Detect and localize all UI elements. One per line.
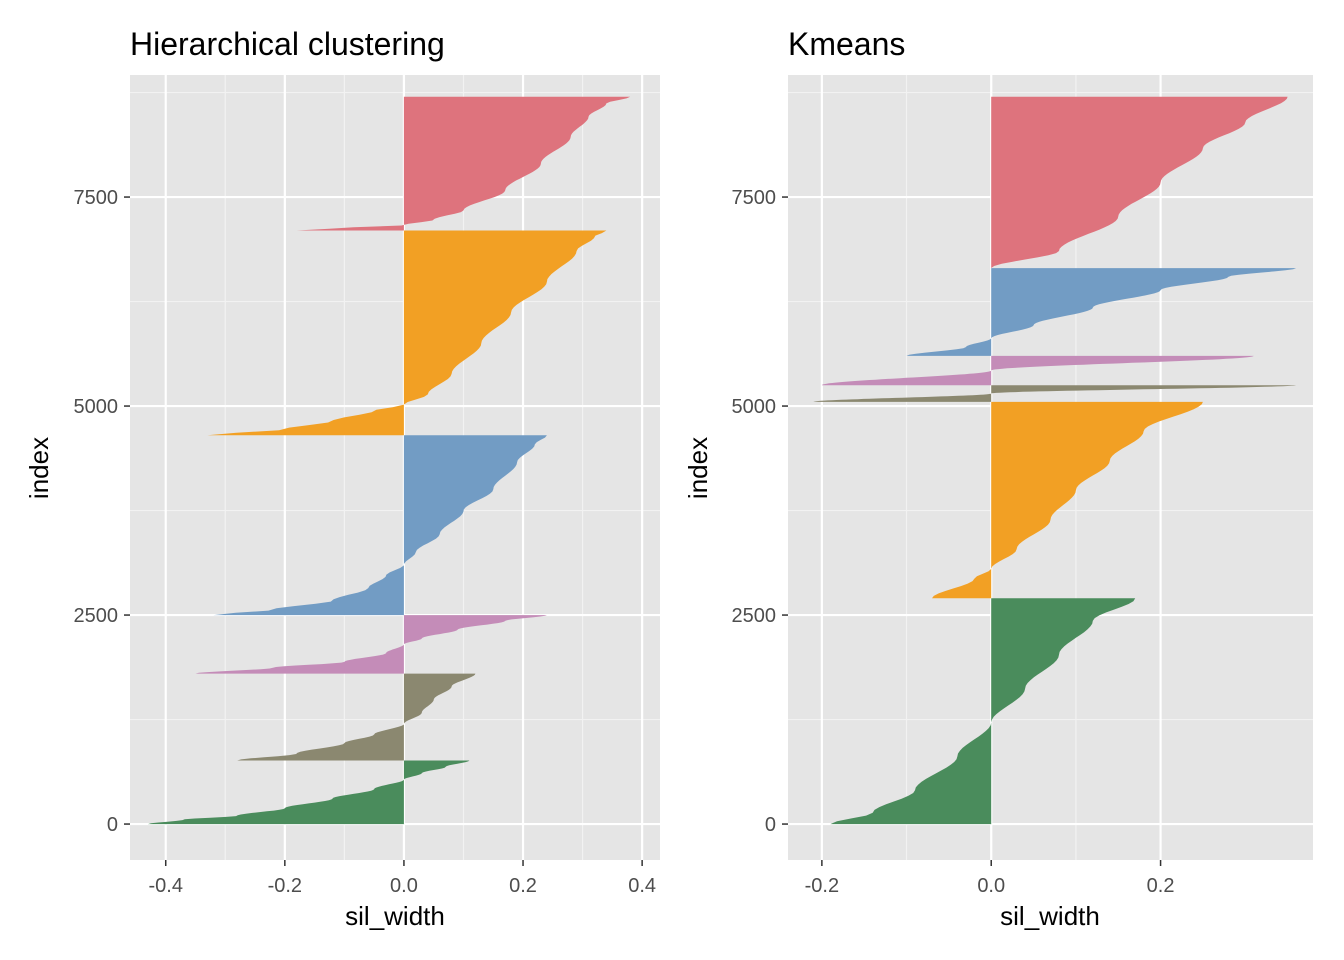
y-axis-title: index	[683, 437, 713, 499]
silhouette-cluster	[213, 435, 547, 616]
silhouette-cluster	[237, 673, 476, 761]
x-tick-label: 0.2	[509, 875, 537, 897]
silhouette-cluster	[147, 760, 470, 825]
y-tick-label: 0	[765, 814, 776, 836]
x-tick-label: 0.2	[1147, 875, 1175, 897]
x-tick-label: -0.2	[268, 875, 302, 897]
y-tick-label: 7500	[732, 187, 777, 209]
silhouette-cluster	[830, 598, 1136, 825]
y-tick-label: 5000	[732, 396, 777, 418]
x-axis-title: sil_width	[345, 901, 445, 931]
y-tick-label: 2500	[732, 605, 777, 627]
silhouette-cluster	[195, 615, 547, 674]
silhouette-cluster	[991, 96, 1288, 269]
x-tick-label: -0.2	[805, 875, 839, 897]
silhouette-cluster	[296, 96, 631, 231]
kmeans-panel: Kmeans -0.2 0.0 0.2 0 2500 5000 7500 sil_widt…	[683, 26, 1313, 931]
x-axis-title: sil_width	[1000, 901, 1100, 931]
x-tick-label: -0.4	[148, 875, 182, 897]
x-tick-label: 0.4	[628, 875, 656, 897]
silhouette-cluster	[813, 385, 1297, 402]
x-tick-label: 0.0	[390, 875, 418, 897]
y-axis-ticks: 0 2500 5000 7500	[74, 187, 130, 836]
silhouette-clusters	[147, 96, 631, 825]
x-axis-ticks: -0.4 -0.2 0.0 0.2 0.4	[148, 860, 656, 897]
y-tick-label: 7500	[74, 187, 119, 209]
silhouette-clusters	[813, 96, 1297, 825]
x-axis-ticks: -0.2 0.0 0.2	[805, 860, 1175, 897]
y-axis-ticks: 0 2500 5000 7500	[732, 187, 788, 836]
hierarchical-panel: Hierarchical clustering -0.4 -0.2 0.0 0.2 0.…	[24, 26, 660, 931]
y-axis-title: index	[24, 437, 54, 499]
y-tick-label: 2500	[74, 605, 119, 627]
silhouette-cluster	[932, 401, 1203, 599]
silhouette-cluster	[821, 355, 1254, 386]
y-tick-label: 5000	[74, 396, 119, 418]
chart-title: Hierarchical clustering	[130, 26, 445, 62]
y-tick-label: 0	[107, 814, 118, 836]
x-tick-label: 0.0	[977, 875, 1005, 897]
silhouette-cluster	[906, 268, 1297, 356]
silhouette-cluster	[207, 230, 607, 436]
chart-title: Kmeans	[788, 26, 905, 62]
